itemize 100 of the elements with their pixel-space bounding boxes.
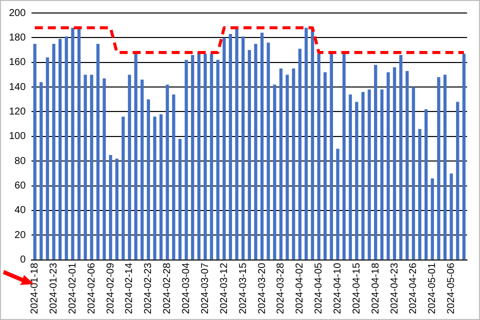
y-tick-label: 200 <box>8 8 26 19</box>
y-tick-label: 120 <box>8 106 26 118</box>
bar <box>52 44 56 260</box>
bar <box>108 154 112 260</box>
bar <box>159 114 163 260</box>
x-tick-label: 2024-04-18 <box>370 262 382 314</box>
x-tick-label: 2024-01-23 <box>48 262 60 314</box>
bar <box>380 90 384 260</box>
bar <box>140 80 144 260</box>
x-tick-label: 2024-05-06 <box>446 262 458 314</box>
x-tick-label: 2024-04-02 <box>294 262 306 314</box>
y-tick-label: 20 <box>14 230 26 241</box>
bar <box>235 29 238 260</box>
y-tick-label: 60 <box>14 180 26 192</box>
bar <box>166 84 169 260</box>
bar <box>248 50 251 260</box>
bar <box>374 64 378 260</box>
x-tick-label: 2024-02-28 <box>162 262 174 314</box>
bar <box>443 74 447 260</box>
bar <box>266 42 270 260</box>
bar <box>456 102 460 260</box>
bar <box>292 68 296 260</box>
bar <box>286 74 289 260</box>
bar <box>228 34 232 260</box>
bar <box>115 158 118 260</box>
x-tick-label: 2024-03-04 <box>181 262 192 314</box>
bar <box>399 54 402 260</box>
bar <box>71 28 74 260</box>
bar <box>273 84 276 260</box>
x-tick-label: 2024-04-10 <box>332 262 344 314</box>
x-tick-label: 2024-03-15 <box>238 262 249 314</box>
bar <box>392 67 396 260</box>
y-tick-label: 80 <box>14 156 26 167</box>
bar <box>412 87 416 260</box>
bar <box>450 173 453 260</box>
x-tick-label: 2024-02-01 <box>67 262 78 314</box>
bar <box>204 54 207 260</box>
bar <box>430 178 434 260</box>
bar <box>122 116 125 260</box>
x-tick-label: 2024-04-05 <box>314 262 325 314</box>
x-tick-label: 2024-02-09 <box>105 262 116 314</box>
bar <box>324 72 327 260</box>
y-tick-label: 140 <box>8 82 26 93</box>
bar <box>191 54 194 260</box>
bar <box>197 52 200 260</box>
x-tick-label: 2024-01-18 <box>30 262 41 314</box>
y-tick-label: 100 <box>8 131 26 142</box>
bar <box>153 116 156 260</box>
bar <box>406 71 409 260</box>
bar <box>134 54 138 260</box>
bar <box>342 54 346 260</box>
bar <box>58 38 62 260</box>
x-tick-label: 2024-02-06 <box>86 262 98 314</box>
bar <box>90 74 94 260</box>
bar <box>178 138 182 260</box>
bar <box>46 57 50 260</box>
y-tick-label: 0 <box>20 254 26 266</box>
x-tick-label: 2024-04-15 <box>351 262 362 314</box>
bar <box>84 74 87 260</box>
x-tick-label: 2024-03-20 <box>256 262 268 314</box>
x-tick-label: 2024-04-26 <box>408 262 420 314</box>
bar <box>216 60 220 260</box>
bar <box>254 44 258 260</box>
y-tick-label: 180 <box>8 32 26 44</box>
x-tick-label: 2024-02-23 <box>143 262 154 314</box>
y-tick-label: 40 <box>14 205 26 216</box>
x-tick-label: 2024-04-23 <box>389 262 400 314</box>
bar <box>64 36 68 260</box>
bar <box>96 44 100 260</box>
bar <box>418 129 422 260</box>
bar <box>128 74 132 260</box>
bar <box>462 54 466 260</box>
bar <box>40 82 43 260</box>
x-tick-label: 2024-05-01 <box>427 262 438 314</box>
bar <box>304 28 308 260</box>
bar <box>242 36 245 260</box>
bar <box>336 148 340 260</box>
bar <box>184 60 188 260</box>
bar <box>361 92 365 260</box>
bar <box>330 54 334 260</box>
bar <box>310 29 314 260</box>
bar <box>355 102 358 260</box>
bar <box>437 77 440 260</box>
x-tick-label: 2024-03-07 <box>200 262 211 314</box>
bar <box>260 32 264 260</box>
bar <box>298 48 302 260</box>
bar <box>172 94 176 260</box>
y-tick-label: 160 <box>8 57 26 68</box>
bar <box>33 44 36 260</box>
bar <box>210 54 214 260</box>
x-tick-label: 2024-03-12 <box>218 262 230 314</box>
bar <box>77 29 81 260</box>
bar <box>317 54 320 260</box>
bar <box>424 109 428 260</box>
bar <box>102 78 106 260</box>
bar <box>146 99 150 260</box>
bar <box>348 94 352 260</box>
x-tick-label: 2024-02-14 <box>124 262 136 314</box>
x-tick-label: 2024-03-28 <box>276 262 287 314</box>
bar <box>279 68 283 260</box>
